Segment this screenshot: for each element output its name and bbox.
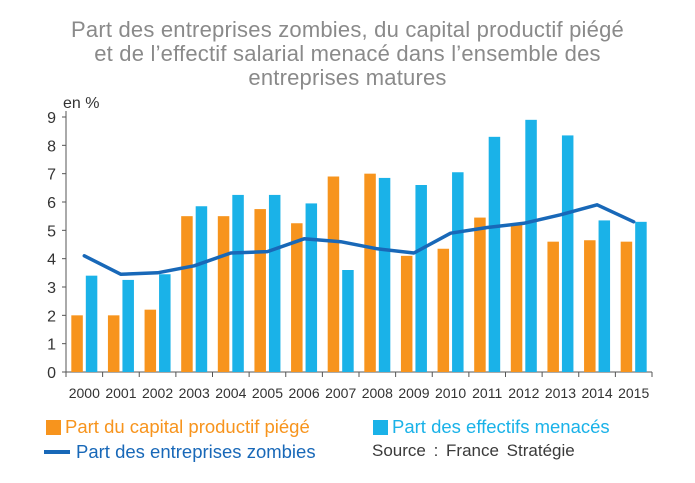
bar-effectifs <box>452 172 464 372</box>
x-tick-label: 2013 <box>545 385 576 401</box>
legend-swatch-effectifs <box>373 419 388 435</box>
chart-title-line-3: entreprises matures <box>248 65 447 90</box>
x-tick-label: 2009 <box>398 385 429 401</box>
bar-effectifs <box>268 194 281 372</box>
bar-effectifs <box>342 270 354 372</box>
bar-effectifs <box>415 185 427 372</box>
x-tick-label: 2008 <box>362 385 393 401</box>
legend-swatch-capital <box>46 419 61 435</box>
x-tick-label: 2007 <box>325 385 356 401</box>
legend-label-capital: Part du capital productif piégé <box>65 416 310 437</box>
y-tick-label: 2 <box>47 308 56 325</box>
y-tick-label: 6 <box>47 195 56 212</box>
x-tick-label: 2005 <box>252 385 283 401</box>
bar-effectifs <box>159 274 171 372</box>
y-tick-label: 0 <box>47 365 56 382</box>
source-note: Source : France Stratégie <box>372 441 575 460</box>
bar-effectifs <box>122 279 134 372</box>
legend-swatch-zombies <box>44 450 70 454</box>
bar-effectifs <box>525 119 537 372</box>
bar-effectifs <box>232 194 244 372</box>
x-tick-label: 2006 <box>288 385 319 401</box>
y-tick-label: 3 <box>47 280 56 297</box>
bar-capital <box>584 240 596 372</box>
bar-capital <box>437 248 450 372</box>
bar-effectifs <box>195 206 208 372</box>
y-tick-label: 1 <box>47 337 56 354</box>
x-tick-label: 2011 <box>472 385 502 401</box>
x-tick-label: 2000 <box>69 385 100 401</box>
bar-capital <box>291 223 303 372</box>
bar-capital <box>474 217 486 372</box>
x-tick-label: 2015 <box>618 385 649 401</box>
y-tick-label: 5 <box>47 223 56 240</box>
bar-capital <box>510 224 523 372</box>
zombie-line-layer <box>82 203 636 277</box>
bar-capital <box>107 315 120 372</box>
bar-capital <box>364 173 376 372</box>
bar-capital <box>144 309 157 372</box>
legend-label-effectifs: Part des effectifs menacés <box>392 416 610 437</box>
x-tick-label: 2014 <box>581 385 612 401</box>
bars <box>71 119 647 372</box>
chart-title-line-1: Part des entreprises zombies, du capital… <box>71 17 624 42</box>
x-tick-label: 2003 <box>179 385 210 401</box>
y-tick-label: 4 <box>47 252 56 269</box>
bar-effectifs <box>598 220 611 372</box>
bar-effectifs <box>635 221 647 372</box>
legend-label-zombies: Part des entreprises zombies <box>76 441 316 462</box>
x-tick-label: 2012 <box>508 385 539 401</box>
bar-capital <box>400 255 413 372</box>
tick-labels: 0 1 2 3 4 5 6 7 8 9 en % 2000 2001 2002 2003 2004 2005 20… <box>47 95 649 401</box>
legend-item-zombies: Part des entreprises zombies <box>44 441 316 463</box>
bar-capital <box>71 315 83 372</box>
bar-capital <box>547 241 559 372</box>
x-tick-label: 2004 <box>215 385 246 401</box>
bar-effectifs <box>561 135 574 372</box>
bar-capital <box>254 209 266 372</box>
legend-item-capital: Part du capital productif piégé <box>46 416 310 438</box>
chart-title-line-2: et de l’effectif salarial menacé dans l’… <box>94 41 601 66</box>
bar-effectifs <box>305 203 318 372</box>
bar-capital <box>620 241 633 372</box>
chart-title: Part des entreprises zombies, du capital… <box>0 18 695 90</box>
y-tick-label: 8 <box>47 138 56 155</box>
bar-effectifs <box>378 177 391 372</box>
x-tick-label: 2010 <box>435 385 466 401</box>
bar-capital <box>181 216 193 372</box>
legend-item-effectifs: Part des effectifs menacés <box>373 416 610 438</box>
y-tick-label: 9 <box>47 110 56 127</box>
x-tick-label: 2001 <box>105 385 136 401</box>
bar-effectifs <box>488 136 501 372</box>
bar-capital <box>217 216 230 372</box>
bar-effectifs <box>85 275 98 372</box>
bar-capital <box>327 176 340 372</box>
zombie-line <box>82 203 636 277</box>
y-tick-label: 7 <box>47 167 56 184</box>
y-axis-label: en % <box>63 95 99 112</box>
x-tick-label: 2002 <box>142 385 173 401</box>
